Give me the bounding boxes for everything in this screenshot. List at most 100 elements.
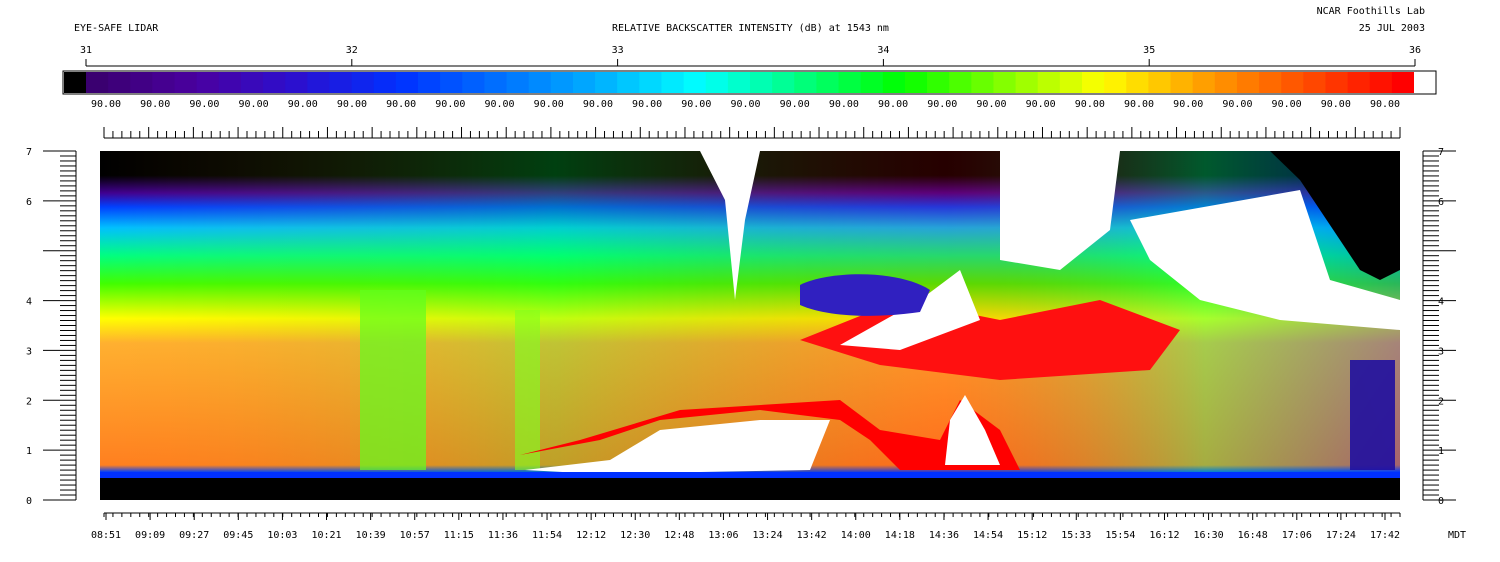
colorbar-scale-ticks	[85, 59, 1416, 66]
colorbar-cell	[1259, 72, 1282, 93]
colorbar-cell	[705, 72, 729, 93]
band-green-1	[360, 290, 426, 470]
colorbar-scale-label: 35	[1143, 45, 1155, 56]
x-tick-label: 09:27	[179, 530, 209, 541]
colorbar-cell	[816, 72, 840, 93]
colorbar-cell	[307, 72, 331, 93]
surface-black-layer	[100, 478, 1400, 500]
colorbar-cell	[949, 72, 972, 93]
colorbar-cell	[904, 72, 928, 93]
x-tick-label: 12:48	[664, 530, 694, 541]
colorbar-scale-label: 32	[346, 45, 358, 56]
colorbar-cell	[1303, 72, 1327, 93]
surface-blue-layer	[100, 472, 1400, 478]
colorbar-cell	[440, 72, 463, 93]
cloud-white-low-right	[945, 395, 1000, 465]
band-green-2	[515, 310, 540, 470]
colorbar-cell	[484, 72, 508, 93]
colorbar-cell	[462, 72, 485, 93]
y-tick-label: 6	[1438, 197, 1444, 208]
x-tick-label: 08:51	[91, 530, 121, 541]
colorbar-cell	[772, 72, 795, 93]
y-axis-left: 0 1 2 3 4 6 7	[26, 147, 77, 507]
y-tick-label: 4	[1438, 297, 1444, 308]
colorbar-value-label: 90.00	[927, 99, 957, 110]
x-tick-label: 10:21	[311, 530, 341, 541]
dark-top-region-right	[690, 151, 1400, 280]
x-tick-label: 17:24	[1326, 530, 1356, 541]
colorbar-cell	[506, 72, 530, 93]
colorbar-cell	[1369, 72, 1393, 93]
colorbar-cell	[351, 72, 375, 93]
colorbar-cell	[1236, 72, 1260, 93]
colorbar-value-label: 90.00	[1370, 99, 1400, 110]
colorbar-cell	[418, 72, 441, 93]
x-tick-label: 17:06	[1282, 530, 1312, 541]
x-tick-label: 10:39	[356, 530, 386, 541]
y-tick-label: 3	[26, 346, 32, 357]
y-tick-label: 3	[1438, 346, 1444, 357]
colorbar-value-labels: 90.00 90.00 90.00 90.00 90.00 90.00 90.00 90.00…	[91, 99, 1400, 110]
colorbar-cell	[1281, 72, 1304, 93]
colorbar-value-label: 90.00	[878, 99, 908, 110]
colorbar-cell	[1391, 72, 1415, 93]
colorbar-value-label: 90.00	[681, 99, 711, 110]
colorbar-scale-label: 34	[877, 45, 889, 56]
cloud-red-low	[520, 400, 1020, 470]
colorbar-cell	[750, 72, 773, 93]
x-tick-label: 14:18	[885, 530, 915, 541]
chart-title: RELATIVE BACKSCATTER INTENSITY (dB) at 1…	[612, 23, 889, 34]
colorbar-cell	[1148, 72, 1172, 93]
x-tick-label: 14:00	[841, 530, 871, 541]
x-unit-label: MDT	[1448, 530, 1466, 541]
colorbar-value-label: 90.00	[780, 99, 810, 110]
colorbar-cell	[927, 72, 950, 93]
colorbar-cell	[240, 72, 264, 93]
colorbar-value-label: 90.00	[435, 99, 465, 110]
colorbar-cell	[617, 72, 640, 93]
colorbar-cell	[971, 72, 995, 93]
colorbar-cell	[860, 72, 884, 93]
colorbar-cell	[838, 72, 862, 93]
x-tick-label: 11:15	[444, 530, 474, 541]
colorbar-cell	[1170, 72, 1194, 93]
x-tick-label: 16:30	[1194, 530, 1224, 541]
colorbar-value-label: 90.00	[1173, 99, 1203, 110]
x-tick-label: 14:54	[973, 530, 1003, 541]
colorbar-value-label: 90.00	[288, 99, 318, 110]
x-tick-label: 12:30	[620, 530, 650, 541]
colorbar-value-label: 90.00	[239, 99, 269, 110]
colorbar-cell	[64, 72, 86, 93]
colorbar-cell	[1126, 72, 1149, 93]
y-tick-label: 0	[26, 496, 32, 507]
colorbar-cell	[1082, 72, 1105, 93]
y-tick-label: 1	[26, 446, 32, 457]
colorbar-value-label: 90.00	[1026, 99, 1056, 110]
colorbar-cells	[64, 72, 1435, 93]
x-tick-label: 17:42	[1370, 530, 1400, 541]
colorbar-cell	[572, 72, 596, 93]
colorbar-cell	[263, 72, 286, 93]
colorbar-cell	[1214, 72, 1238, 93]
colorbar-value-label: 90.00	[632, 99, 662, 110]
cloud-blue-mid	[800, 274, 930, 316]
x-tick-label: 15:54	[1105, 530, 1135, 541]
cloud-white-right	[1000, 151, 1120, 270]
instrument-label: EYE-SAFE LIDAR	[74, 23, 159, 34]
colorbar-cell	[1104, 72, 1127, 93]
y-tick-label: 2	[26, 396, 32, 407]
colorbar-cell	[661, 72, 685, 93]
colorbar-cell	[993, 72, 1017, 93]
colorbar-cell	[794, 72, 817, 93]
lab-label: NCAR Foothills Lab	[1316, 6, 1425, 17]
colorbar-value-label: 90.00	[1075, 99, 1105, 110]
x-tick-label: 13:06	[708, 530, 738, 541]
y-tick-label: 7	[1438, 147, 1444, 158]
colorbar-cell	[1347, 72, 1371, 93]
colorbar-cell	[174, 72, 198, 93]
colorbar-value-label: 90.00	[1124, 99, 1154, 110]
colorbar: 31 32 33 34 35 36 90.00 90.00 90.00 90.00 90.00 90…	[62, 45, 1437, 110]
x-tick-label: 09:45	[223, 530, 253, 541]
colorbar-cell	[550, 72, 574, 93]
